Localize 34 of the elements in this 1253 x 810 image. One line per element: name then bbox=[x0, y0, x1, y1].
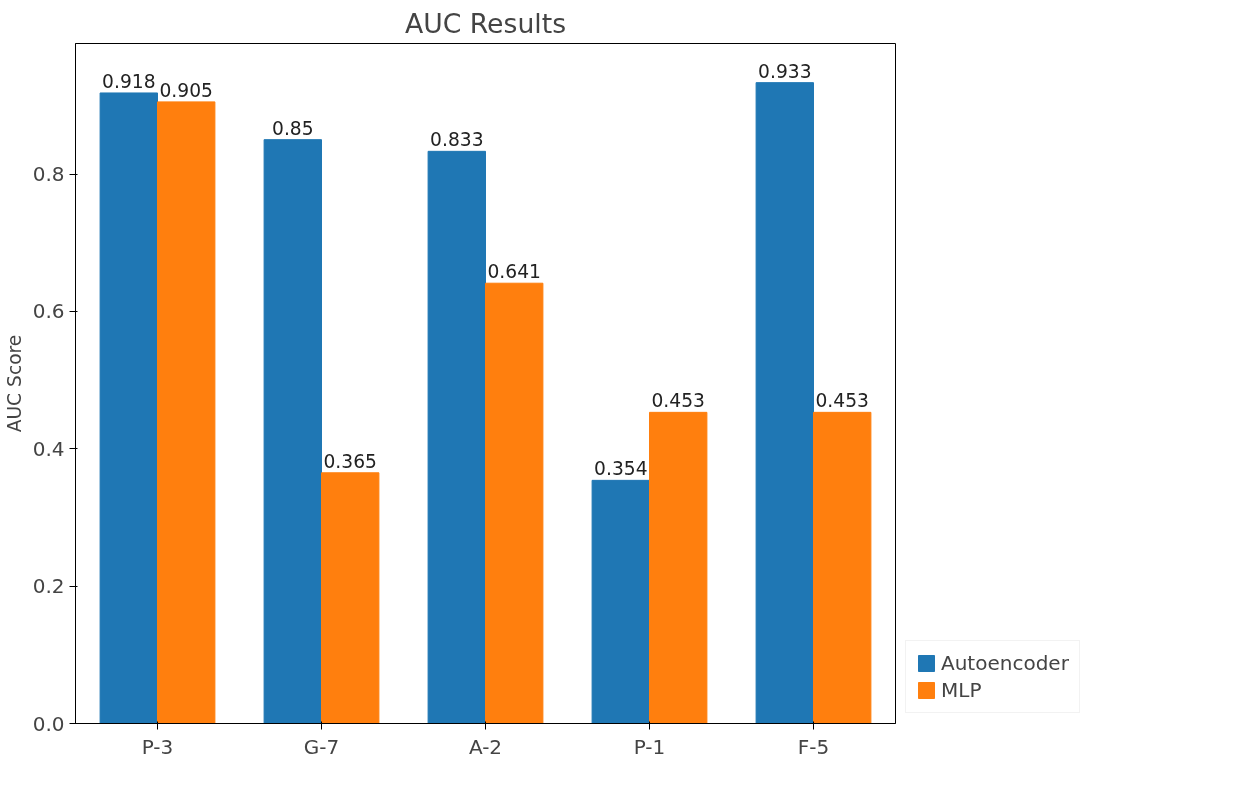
y-tick-label: 0.0 bbox=[32, 711, 65, 736]
bar bbox=[755, 82, 814, 724]
x-tick-label: G-7 bbox=[303, 734, 340, 759]
x-tick-label: P-3 bbox=[141, 734, 174, 759]
data-label: 0.933 bbox=[758, 60, 812, 82]
bar bbox=[485, 282, 544, 724]
x-tick-label: F-5 bbox=[797, 734, 830, 759]
bar bbox=[591, 479, 650, 724]
y-tick-label: 0.8 bbox=[32, 162, 65, 187]
y-tick-label: 0.2 bbox=[32, 574, 65, 599]
data-label: 0.641 bbox=[487, 261, 541, 283]
bar bbox=[321, 472, 380, 724]
x-tick-label: A-2 bbox=[468, 734, 503, 759]
data-label: 0.365 bbox=[323, 450, 377, 472]
x-tick-label: P-1 bbox=[633, 734, 666, 759]
bar bbox=[427, 150, 486, 724]
data-label: 0.453 bbox=[815, 390, 869, 412]
y-axis-title: AUC Score bbox=[3, 334, 25, 433]
bar bbox=[649, 411, 708, 724]
data-label: 0.453 bbox=[651, 390, 705, 412]
chart-title: AUC Results bbox=[404, 7, 567, 39]
legend-label: MLP bbox=[941, 678, 982, 702]
data-label: 0.833 bbox=[430, 129, 484, 151]
legend-label: Autoencoder bbox=[941, 651, 1069, 675]
data-label: 0.918 bbox=[102, 70, 156, 92]
y-tick-label: 0.4 bbox=[32, 436, 65, 461]
bar bbox=[813, 411, 872, 724]
bar bbox=[263, 139, 322, 724]
bar bbox=[99, 92, 158, 724]
data-label: 0.85 bbox=[272, 117, 314, 139]
data-label: 0.354 bbox=[594, 458, 648, 480]
y-tick-label: 0.6 bbox=[32, 299, 65, 324]
data-label: 0.905 bbox=[159, 79, 213, 101]
bar bbox=[157, 101, 216, 724]
